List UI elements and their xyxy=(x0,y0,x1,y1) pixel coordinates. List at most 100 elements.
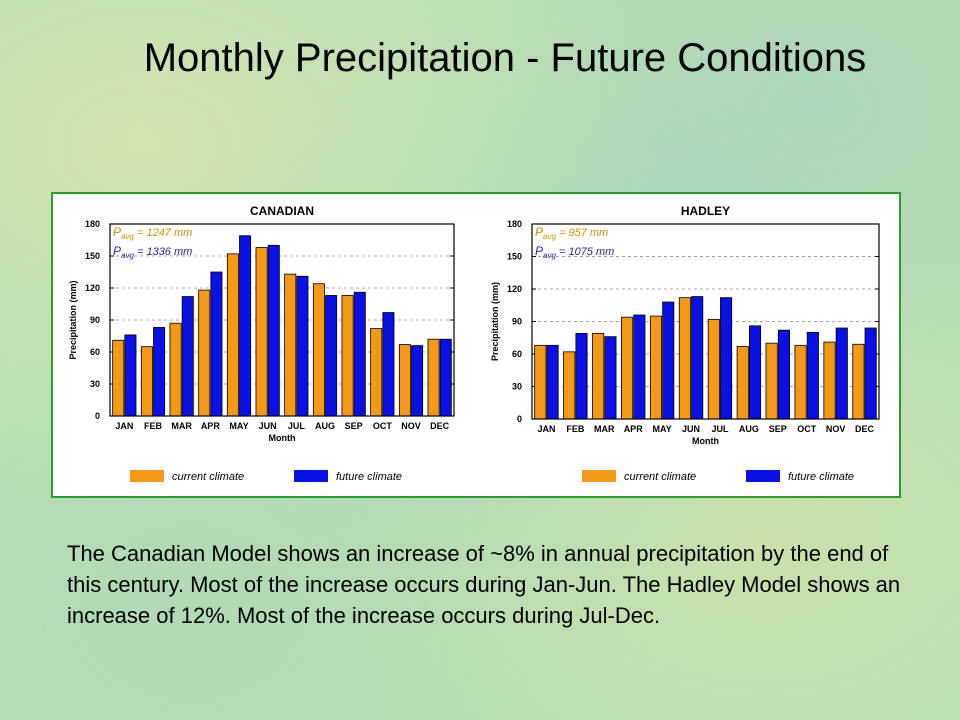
x-tick-label: APR xyxy=(201,421,221,431)
bar-current-mar xyxy=(592,333,605,420)
x-tick-label: SEP xyxy=(345,421,363,431)
x-tick-label: APR xyxy=(624,424,644,434)
y-tick-label: 30 xyxy=(512,382,522,392)
x-tick-label: SEP xyxy=(769,424,787,434)
pavg-annotation-future: Pavg = 1336 mm xyxy=(113,244,192,260)
pavg-annotation-future: Pavg = 1075 mm xyxy=(535,244,614,260)
y-tick-label: 150 xyxy=(85,251,100,261)
bar-future-jun xyxy=(267,244,280,417)
x-axis-label: Month xyxy=(269,433,296,443)
legend-label-future: future climate xyxy=(336,471,402,483)
bar-future-mar xyxy=(181,296,194,417)
chart-panel: CANADIAN 0 30 60 90 120 150 180 Precipitation (m… xyxy=(51,192,901,498)
y-tick-label: 90 xyxy=(512,317,522,327)
bar-current-may xyxy=(226,253,239,417)
y-axis-label: Precipitation (mm) xyxy=(68,280,78,359)
bar-current-aug xyxy=(736,346,749,420)
bar-current-nov xyxy=(823,341,836,420)
bar-future-sep xyxy=(777,329,790,420)
plot-frame xyxy=(109,223,455,417)
bar-future-oct xyxy=(382,312,395,417)
bar-current-jun xyxy=(678,297,691,420)
bar-current-feb xyxy=(140,346,153,417)
x-tick-label: AUG xyxy=(315,421,335,431)
bar-current-may xyxy=(649,315,663,420)
bar-current-oct xyxy=(794,344,807,420)
bar-current-dec xyxy=(427,338,440,417)
bar-future-apr xyxy=(210,271,223,417)
bar-current-jul xyxy=(707,318,720,420)
x-tick-label: JUN xyxy=(259,421,277,431)
bar-current-jan xyxy=(112,339,125,417)
bar-current-apr xyxy=(621,316,634,420)
x-tick-label: MAR xyxy=(171,421,192,431)
y-tick-label: 180 xyxy=(507,219,522,229)
y-tick-label: 60 xyxy=(512,349,522,359)
x-tick-label: DEC xyxy=(855,424,875,434)
y-tick-label: 0 xyxy=(517,414,522,424)
x-tick-label: FEB xyxy=(566,424,585,434)
bar-current-aug xyxy=(312,283,325,417)
y-tick-label: 180 xyxy=(85,219,100,229)
x-tick-label: NOV xyxy=(401,421,421,431)
y-tick-label: 30 xyxy=(90,379,100,389)
x-tick-label: JUL xyxy=(288,421,306,431)
x-tick-label: FEB xyxy=(144,421,163,431)
bar-future-jul xyxy=(296,275,309,417)
legend-swatch-future xyxy=(746,470,780,482)
bar-current-sep xyxy=(341,295,354,417)
bar-future-may xyxy=(662,301,675,420)
bar-future-jul xyxy=(720,297,733,420)
bar-future-oct xyxy=(806,331,819,420)
x-tick-label: MAR xyxy=(594,424,615,434)
bar-future-jun xyxy=(691,296,704,420)
chart-title: CANADIAN xyxy=(250,204,314,218)
bar-future-mar xyxy=(604,336,617,420)
x-tick-label: OCT xyxy=(797,424,817,434)
bar-future-dec xyxy=(439,338,452,417)
x-tick-label: OCT xyxy=(373,421,393,431)
x-tick-label: MAY xyxy=(229,421,248,431)
x-tick-label: JUL xyxy=(711,424,729,434)
slide-title: Monthly Precipitation - Future Condition… xyxy=(143,36,867,80)
bar-current-sep xyxy=(765,342,778,420)
plot-frame xyxy=(531,223,880,420)
x-tick-label: MAY xyxy=(653,424,672,434)
bar-future-jan xyxy=(546,344,559,420)
slide-caption: The Canadian Model shows an increase of … xyxy=(67,541,901,628)
bar-current-nov xyxy=(398,344,411,417)
legend-label-future: future climate xyxy=(788,471,854,483)
chart-title: HADLEY xyxy=(681,204,730,218)
bar-future-nov xyxy=(411,345,424,417)
x-tick-label: JAN xyxy=(537,424,555,434)
y-axis-label: Precipitation (mm) xyxy=(490,282,500,361)
bar-current-oct xyxy=(370,328,383,417)
legend-swatch-current xyxy=(130,470,164,482)
charts-svg: CANADIAN 0 30 60 90 120 150 180 Precipitation (m… xyxy=(68,204,880,483)
bar-future-feb xyxy=(153,327,166,417)
bar-future-apr xyxy=(633,314,646,420)
bar-current-apr xyxy=(198,289,211,417)
y-tick-label: 120 xyxy=(507,284,522,294)
chart-canadian: CANADIAN 0 30 60 90 120 150 180 Precipitation (m… xyxy=(68,204,455,483)
bar-current-jan xyxy=(534,344,547,420)
bar-future-jan xyxy=(124,334,137,417)
y-tick-label: 0 xyxy=(95,411,100,421)
y-tick-label: 150 xyxy=(507,252,522,262)
bar-future-aug xyxy=(748,325,762,420)
y-tick-label: 60 xyxy=(90,347,100,357)
legend-label-current: current climate xyxy=(624,471,696,483)
x-tick-label: NOV xyxy=(826,424,846,434)
pavg-annotation-current: Pavg = 1247 mm xyxy=(113,225,192,241)
x-tick-label: JUN xyxy=(682,424,700,434)
bar-future-sep xyxy=(353,291,366,417)
x-tick-label: DEC xyxy=(430,421,450,431)
x-tick-label: JAN xyxy=(115,421,133,431)
pavg-annotation-current: Pavg = 957 mm xyxy=(535,225,608,241)
bar-current-dec xyxy=(852,343,865,420)
legend-swatch-current xyxy=(582,470,616,482)
bar-future-feb xyxy=(575,333,588,420)
bar-current-mar xyxy=(169,322,182,417)
x-tick-label: AUG xyxy=(739,424,759,434)
bar-future-nov xyxy=(835,327,848,420)
